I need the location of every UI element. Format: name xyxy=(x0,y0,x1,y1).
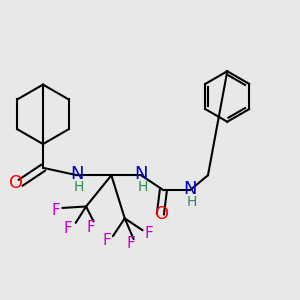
Text: H: H xyxy=(74,180,84,194)
Text: F: F xyxy=(86,220,95,235)
Text: O: O xyxy=(155,205,169,223)
Text: F: F xyxy=(144,226,153,241)
Text: N: N xyxy=(70,165,84,183)
Text: F: F xyxy=(52,203,61,218)
Text: O: O xyxy=(9,174,23,192)
Text: N: N xyxy=(183,180,197,198)
Text: H: H xyxy=(186,195,197,209)
Text: H: H xyxy=(137,180,148,194)
Text: F: F xyxy=(126,236,135,251)
Text: F: F xyxy=(103,233,111,248)
Text: F: F xyxy=(64,221,73,236)
Text: N: N xyxy=(134,165,148,183)
